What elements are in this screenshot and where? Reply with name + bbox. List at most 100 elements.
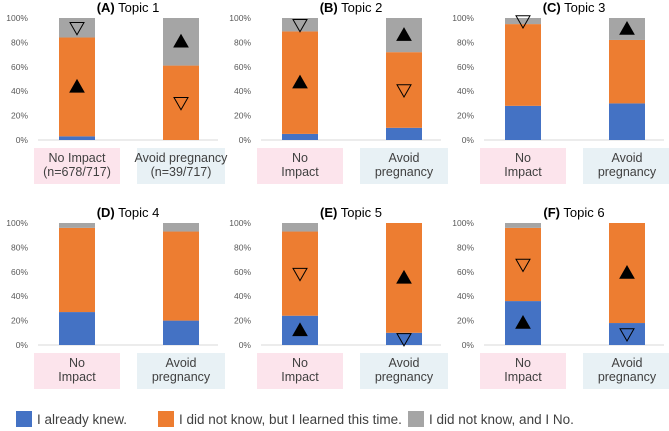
panel-topic: Topic 5: [337, 205, 382, 220]
y-tick-label: 0%: [16, 340, 29, 350]
y-tick-label: 0%: [239, 340, 252, 350]
y-tick-label: 60%: [234, 62, 251, 72]
y-tick-label: 0%: [239, 135, 252, 145]
panel-label: (C): [543, 0, 561, 15]
bar-segment: [505, 18, 541, 25]
y-tick-label: 20%: [234, 111, 251, 121]
y-tick-label: 60%: [457, 62, 474, 72]
category-label-line: pregnancy: [375, 165, 434, 179]
y-tick-label: 0%: [462, 135, 475, 145]
y-tick-label: 100%: [229, 218, 251, 228]
category-label: Avoid pregnancy (n=39/717): [135, 151, 229, 179]
category-label-box: [583, 353, 669, 389]
bar-segment: [59, 18, 95, 38]
category-label-line: Avoid: [611, 356, 642, 370]
panel-label: (B): [320, 0, 338, 15]
marker-down-triangle: [69, 22, 85, 36]
panel-title: (F) Topic 6: [543, 205, 604, 220]
panel-title: (A) Topic 1: [97, 0, 160, 15]
category-label-line: Avoid: [388, 356, 419, 370]
legend-label: I did not know, and I No.: [429, 412, 574, 427]
y-tick-label: 100%: [452, 218, 474, 228]
legend-swatch: [16, 411, 32, 427]
marker-up-triangle: [292, 74, 308, 89]
category-label-line: Impact: [504, 370, 542, 384]
y-tick-label: 100%: [6, 13, 28, 23]
category-label-box: [583, 148, 669, 184]
panel-title: (C) Topic 3: [543, 0, 606, 15]
y-tick-label: 60%: [11, 62, 28, 72]
y-tick-label: 80%: [457, 242, 474, 252]
panel-topic: Topic 1: [115, 0, 160, 15]
chart-panel: (F) Topic 6 0% 20% 40% 60% 80% 100% No Impact Avo…: [452, 205, 669, 389]
bar-segment: [505, 24, 541, 106]
y-tick-label: 100%: [452, 13, 474, 23]
y-tick-label: 80%: [11, 242, 28, 252]
category-label-line: Avoid: [611, 151, 642, 165]
chart-panel: (D) Topic 4 0% 20% 40% 60% 80% 100% No Impact Avo…: [6, 205, 225, 389]
y-tick-label: 40%: [11, 86, 28, 96]
marker-up-triangle: [396, 269, 412, 284]
bar-segment: [386, 332, 422, 345]
panel-topic: Topic 4: [115, 205, 160, 220]
panel-topic: Topic 3: [561, 0, 606, 15]
marker-down-triangle: [396, 84, 412, 98]
category-label-line: Impact: [504, 165, 542, 179]
panel-label: (A): [97, 0, 115, 15]
bar-segment: [282, 133, 318, 140]
panel-title: (D) Topic 4: [97, 205, 160, 220]
category-label-line: pregnancy: [598, 370, 657, 384]
y-tick-label: 60%: [234, 267, 251, 277]
marker-up-triangle: [173, 33, 189, 48]
category-label-box: [34, 353, 120, 389]
bar-segment: [505, 223, 541, 228]
panel-title: (B) Topic 2: [320, 0, 383, 15]
chart-panel: (A) Topic 10%20%40%60%80%100%No Impact (n…: [6, 0, 228, 184]
bar-segment: [59, 312, 95, 345]
category-label-line: No: [292, 151, 308, 165]
category-label: No Impact: [504, 356, 542, 384]
category-label-box: [137, 353, 225, 389]
category-label: No Impact: [281, 151, 319, 179]
y-tick-label: 20%: [11, 316, 28, 326]
y-tick-label: 40%: [457, 86, 474, 96]
marker-up-triangle: [396, 27, 412, 41]
category-label-line: Avoid pregnancy: [135, 151, 229, 165]
category-label-box: [360, 353, 448, 389]
bar-segment: [59, 223, 95, 228]
category-label: Avoid pregnancy: [152, 356, 211, 384]
category-label-box: [137, 148, 225, 184]
bar-segment: [59, 136, 95, 140]
category-label-line: pregnancy: [152, 370, 211, 384]
category-label-box: [360, 148, 448, 184]
y-tick-label: 100%: [229, 13, 251, 23]
category-label-line: (n=678/717): [43, 165, 111, 179]
panel-label: (D): [97, 205, 115, 220]
chart-panel: (E) Topic 5 0% 20% 40% 60% 80% 100% No Impact Avo…: [229, 205, 448, 389]
category-label-line: Impact: [281, 165, 319, 179]
category-label-line: No: [69, 356, 85, 370]
bar-segment: [163, 65, 199, 140]
panel-title: (E) Topic 5: [320, 205, 382, 220]
legend-swatch: [158, 411, 174, 427]
category-label-line: No: [515, 151, 531, 165]
category-label: Avoid pregnancy: [598, 356, 657, 384]
y-tick-label: 0%: [16, 135, 29, 145]
panels: (A) Topic 1 0% 20% 40% 60% 80% 100% No Impact (n…: [6, 0, 669, 389]
marker-down-triangle: [515, 15, 531, 30]
bar-segment: [505, 227, 541, 302]
marker-down-triangle: [619, 328, 635, 343]
y-tick-label: 20%: [457, 316, 474, 326]
bar-segment: [386, 52, 422, 128]
y-tick-label: 40%: [234, 86, 251, 96]
bar-segment: [163, 320, 199, 345]
marker-up-triangle: [619, 20, 635, 35]
y-tick-label: 80%: [11, 37, 28, 47]
legend-swatch: [408, 411, 424, 427]
marker-up-triangle: [69, 78, 85, 93]
bar-segment: [609, 103, 645, 140]
category-label-box: [257, 353, 343, 389]
category-label-box: [480, 353, 566, 389]
panel-topic: Topic 2: [338, 0, 383, 15]
